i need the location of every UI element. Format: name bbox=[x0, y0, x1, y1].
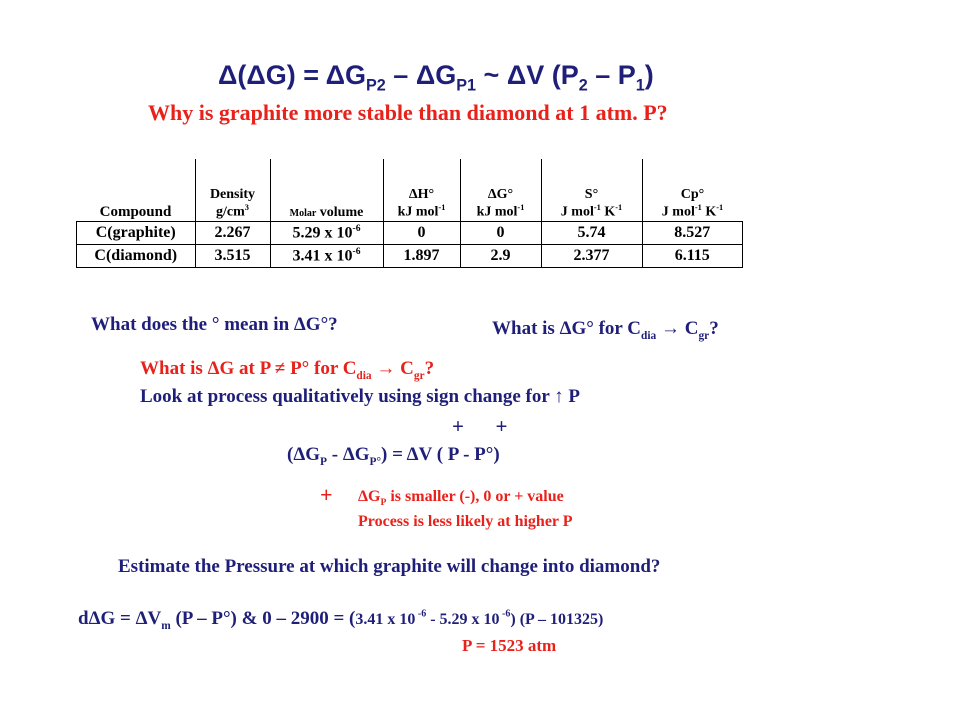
cell-dg: 2.9 bbox=[459, 244, 542, 268]
header-heat-capacity: Cp° J mol-1 K-1 bbox=[641, 159, 743, 222]
title-sub: 2 bbox=[578, 76, 588, 95]
title-part: – ΔG bbox=[385, 60, 457, 90]
title-sub: P2 bbox=[365, 76, 386, 95]
header-dg: ΔG° kJ mol-1 bbox=[459, 159, 542, 222]
title-sub: P1 bbox=[456, 76, 477, 95]
question-dg-standard: What is ΔG° for Cdia → Cgr? bbox=[492, 318, 719, 342]
cell-dh: 1.897 bbox=[382, 244, 461, 268]
cell-entropy: 2.377 bbox=[540, 244, 643, 268]
instruction-qualitative: Look at process qualitatively using sign… bbox=[140, 386, 581, 407]
cell-molar: 3.41 x 10-6 bbox=[269, 244, 384, 268]
note-dg-smaller: ΔGP is smaller (-), 0 or + value bbox=[358, 488, 564, 509]
cell-molar: 5.29 x 10-6 bbox=[269, 221, 384, 245]
table-row: C(diamond) 3.515 3.41 x 10-6 1.897 2.9 2… bbox=[76, 244, 743, 268]
cell-heat-capacity: 8.527 bbox=[641, 221, 743, 245]
table-header-row: Compound Density g/cm3 Molar volume ΔH° kJ… bbox=[76, 159, 743, 222]
cell-compound: C(graphite) bbox=[76, 221, 196, 245]
cell-density: 3.515 bbox=[194, 244, 271, 268]
header-density: Density g/cm3 bbox=[194, 159, 271, 222]
cell-entropy: 5.74 bbox=[540, 221, 643, 245]
properties-table: Compound Density g/cm3 Molar volume ΔH° kJ… bbox=[76, 159, 743, 268]
cell-heat-capacity: 6.115 bbox=[641, 244, 743, 268]
title-part: ~ ΔV (P bbox=[476, 60, 579, 90]
cell-dh: 0 bbox=[382, 221, 461, 245]
header-molar-volume: Molar volume bbox=[269, 159, 384, 222]
page-title: Δ(ΔG) = ΔGP2 – ΔGP1 ~ ΔV (P2 – P1) bbox=[218, 60, 654, 95]
cell-compound: C(diamond) bbox=[76, 244, 196, 268]
cell-dg: 0 bbox=[459, 221, 542, 245]
sign-plus-pair: + + bbox=[452, 414, 508, 438]
title-part: ) bbox=[644, 60, 654, 90]
sign-plus-single: + bbox=[320, 482, 333, 507]
title-part: Δ(ΔG) = ΔG bbox=[218, 60, 366, 90]
title-part: – P bbox=[587, 60, 636, 90]
table-row: C(graphite) 2.267 5.29 x 10-6 0 0 5.74 8… bbox=[76, 221, 743, 245]
title-sub: 1 bbox=[635, 76, 645, 95]
question-dg-pressure: What is ΔG at P ≠ P° for Cdia → Cgr? bbox=[140, 358, 435, 382]
cell-density: 2.267 bbox=[194, 221, 271, 245]
pressure-answer: P = 1523 atm bbox=[462, 636, 557, 655]
estimate-question: Estimate the Pressure at which graphite … bbox=[118, 556, 661, 577]
subtitle: Why is graphite more stable than diamond… bbox=[148, 100, 668, 125]
header-compound: Compound bbox=[76, 159, 196, 222]
note-less-likely: Process is less likely at higher P bbox=[358, 513, 573, 530]
question-degree-symbol: What does the ° mean in ΔG°? bbox=[91, 314, 338, 335]
final-equation: dΔG = ΔVm (P – P°) & 0 – 2900 = (3.41 x … bbox=[78, 608, 604, 632]
header-entropy: S° J mol-1 K-1 bbox=[540, 159, 643, 222]
header-dh: ΔH° kJ mol-1 bbox=[382, 159, 461, 222]
pressure-equation: (ΔGP - ΔGP°) = ΔV ( P - P°) bbox=[287, 444, 500, 468]
